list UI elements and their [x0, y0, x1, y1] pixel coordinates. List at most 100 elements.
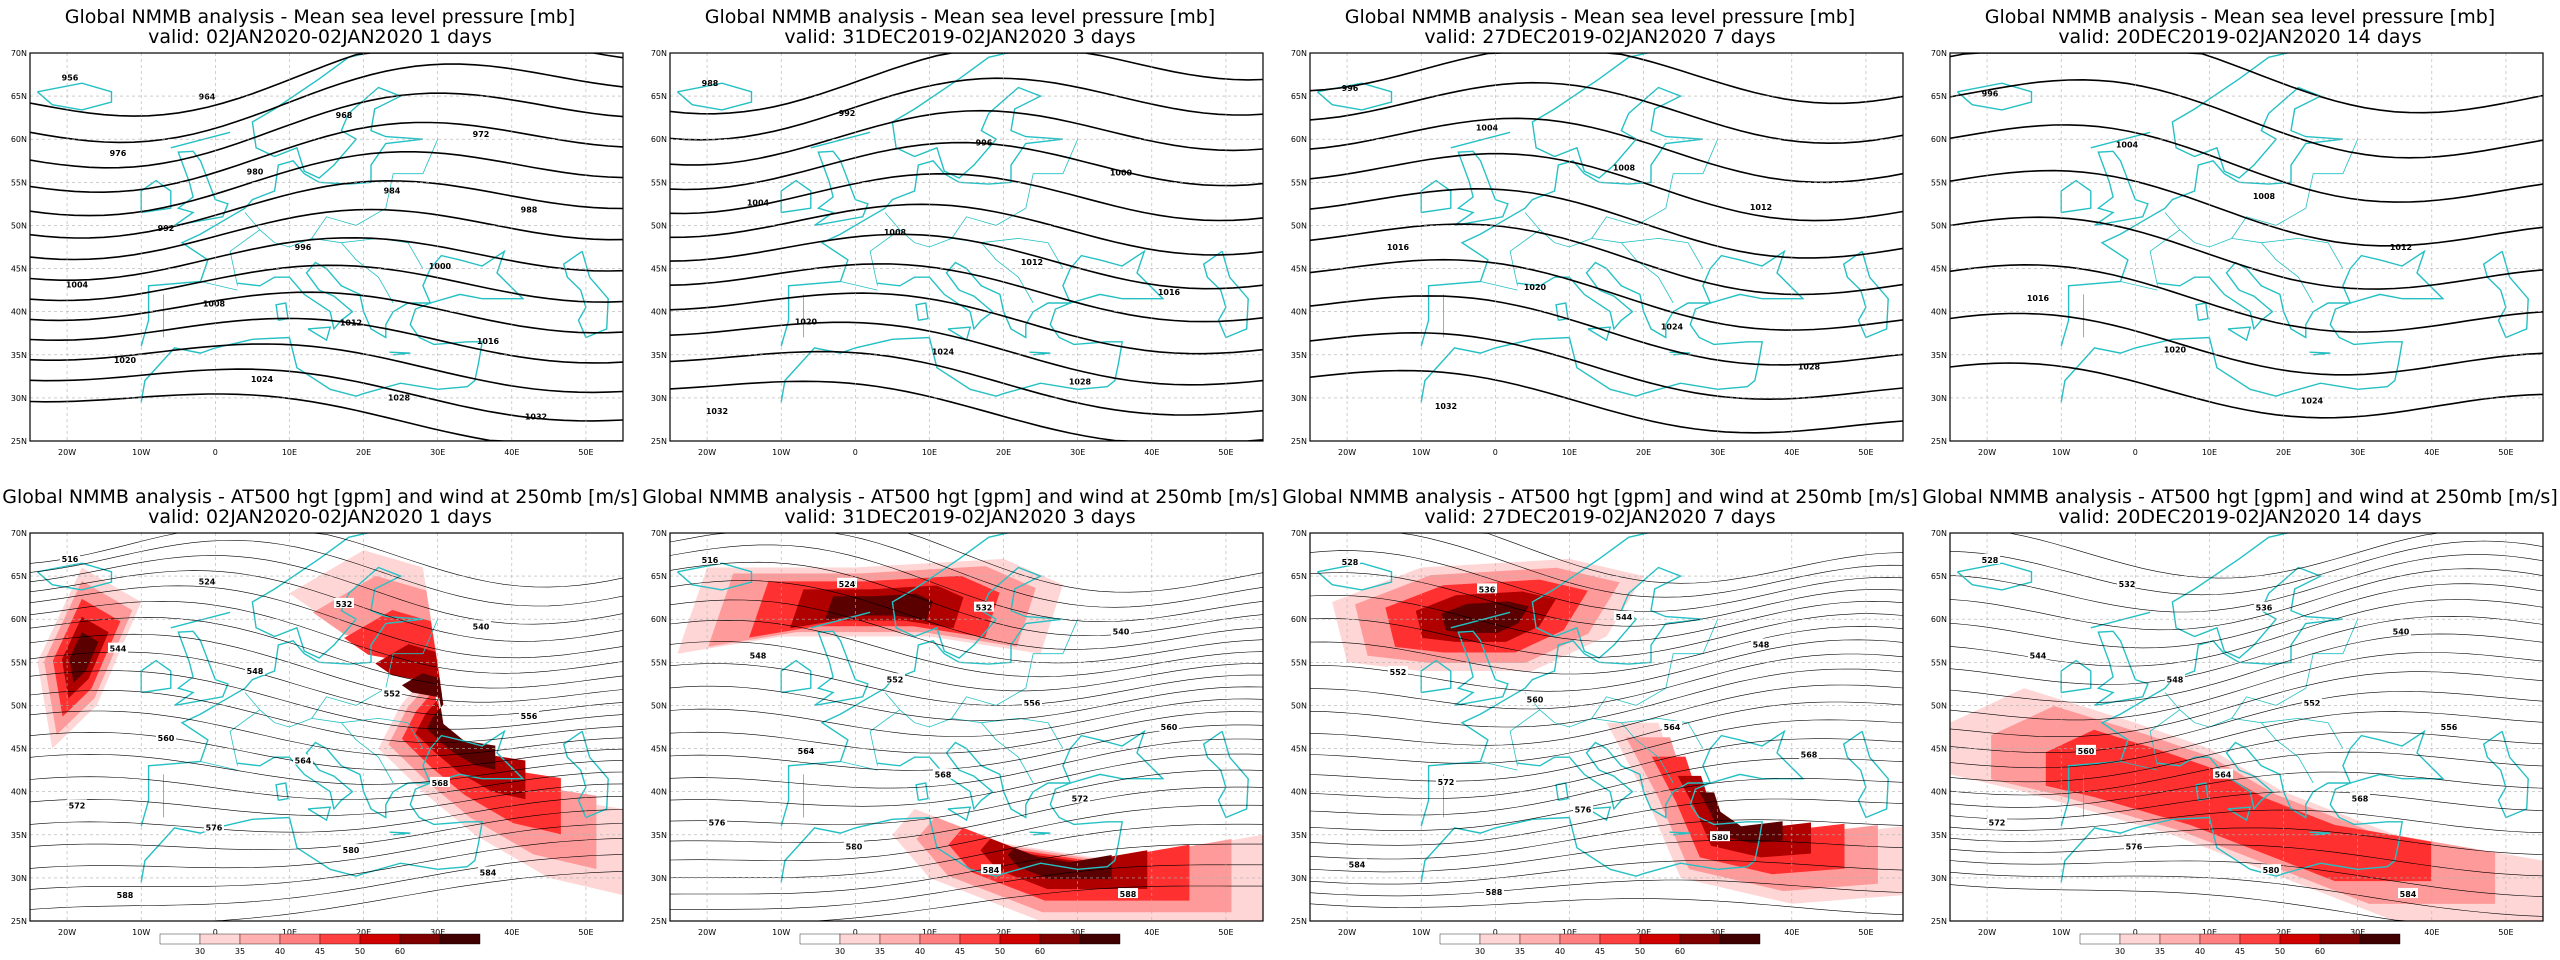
lat-tick-label: 30N [1291, 394, 1307, 403]
coastline [1555, 302, 1569, 321]
contour-label-box [1484, 886, 1504, 897]
coastline [1842, 730, 1889, 819]
coastline [2060, 659, 2092, 694]
coastline [2094, 150, 2149, 227]
country-border [244, 692, 261, 711]
country-border [884, 212, 901, 231]
coastline [2060, 53, 2358, 347]
contour-label-box [2254, 601, 2274, 612]
colorbar-label: 40 [275, 947, 285, 956]
contour-label: 996 [976, 139, 993, 148]
panel-valid-period: valid: 31DEC2019-02JAN2020 3 days [784, 26, 1136, 48]
contour-label: 572 [1989, 818, 2006, 827]
map-background [1950, 53, 2543, 441]
colorbar-swatch [2359, 933, 2401, 945]
isoline [1310, 152, 1903, 222]
lat-tick-label: 50N [1931, 701, 1947, 710]
contour-label: 988 [702, 79, 719, 88]
lon-tick-label: 10E [2202, 448, 2217, 457]
isoline [1950, 711, 2543, 769]
lat-tick-label: 45N [651, 265, 667, 274]
isoline [670, 663, 1263, 706]
coastline [2090, 611, 2151, 629]
lon-tick-label: 20W [58, 448, 76, 457]
isoline [1950, 671, 2543, 737]
panel-title: Global NMMB analysis - Mean sea level pr… [1984, 6, 2496, 28]
lon-tick-label: 10E [922, 448, 937, 457]
isoline [30, 179, 623, 239]
contour-label-box [341, 844, 361, 855]
contour-label: 568 [935, 771, 952, 780]
contour-label-box [885, 673, 905, 684]
lat-tick-label: 30N [651, 874, 667, 883]
coastline [1454, 150, 1509, 227]
contour-label: 984 [384, 186, 401, 195]
contour-label-box [2261, 864, 2281, 875]
contour-label-box [108, 642, 128, 653]
lat-tick-label: 45N [651, 745, 667, 754]
country-border [1509, 619, 1719, 766]
contour-label-box [837, 577, 857, 588]
contour-label: 1028 [1069, 377, 1092, 386]
lon-tick-label: 40E [1144, 928, 1159, 937]
contour-label: 572 [1438, 778, 1455, 787]
lat-tick-label: 35N [1291, 351, 1307, 360]
isoline [30, 731, 623, 771]
lon-tick-label: 20E [1636, 928, 1651, 937]
isoline [1950, 809, 2543, 833]
map-body: 996 1004 1008 1012 1016 1020 1024 [1950, 53, 2543, 419]
map-body: 516 524 532 540 544 548 552 556 560 564 568 572 576 5… [30, 533, 623, 921]
map-frame [669, 52, 1264, 442]
lat-tick-label: 25N [1291, 437, 1307, 446]
contour-label: 996 [1982, 90, 1999, 99]
map-canvas: 516 524 532 540 544 548 552 556 560 564 568 572 576 5… [11, 529, 624, 937]
isoline [1950, 78, 2543, 159]
lat-tick-label: 65N [1931, 572, 1947, 581]
map-frame [1309, 532, 1904, 922]
coastline [1956, 562, 2033, 591]
isoline [1310, 860, 1903, 885]
contour-label: 584 [480, 868, 497, 877]
isoline [1310, 819, 1903, 860]
lat-tick-label: 65N [1931, 92, 1947, 101]
panel-valid-period: valid: 27DEC2019-02JAN2020 7 days [1424, 506, 1776, 528]
lat-tick-label: 45N [11, 745, 27, 754]
isoline [1310, 653, 1903, 710]
isoline [1950, 583, 2543, 649]
map-canvas: 956 964 968 972 976 980 984 988 992 996 1000 1004 10… [11, 49, 624, 457]
lat-tick-label: 40N [1291, 308, 1307, 317]
contour-label-box [1980, 553, 2000, 564]
lat-tick-label: 70N [1931, 529, 1947, 538]
isoline [30, 291, 623, 334]
lon-tick-label: 50E [578, 928, 593, 937]
contour-label-box [115, 888, 135, 899]
lat-tick-label: 25N [11, 437, 27, 446]
contour-label: 576 [1575, 806, 1592, 815]
map-frame [1309, 52, 1904, 442]
lat-tick-label: 35N [1291, 831, 1307, 840]
lat-tick-label: 40N [11, 788, 27, 797]
contour-label-box [2117, 577, 2137, 588]
isoline [670, 350, 1263, 416]
isoline [1310, 798, 1903, 846]
lat-tick-label: 70N [11, 49, 27, 58]
isoline [30, 710, 623, 757]
lat-tick-label: 50N [651, 701, 667, 710]
contour-label: 968 [336, 111, 353, 120]
lon-tick-label: 30E [1710, 448, 1725, 457]
lat-tick-label: 45N [1931, 745, 1947, 754]
contour-label: 1004 [1476, 124, 1499, 133]
colorbar: 30 35 40 45 50 60 [1439, 933, 1761, 956]
isoline [1950, 871, 2543, 917]
contour-label-box [1751, 638, 1771, 649]
isoline [30, 753, 623, 785]
contour-label: 1016 [1158, 288, 1181, 297]
coastline [947, 326, 972, 342]
coastline [2309, 351, 2331, 356]
isoline [30, 343, 623, 394]
isoline [670, 321, 1263, 386]
contour-label: 516 [702, 556, 719, 565]
contour-label-box [1525, 693, 1545, 704]
country-border [951, 717, 1064, 749]
contour-label: 560 [158, 734, 175, 743]
